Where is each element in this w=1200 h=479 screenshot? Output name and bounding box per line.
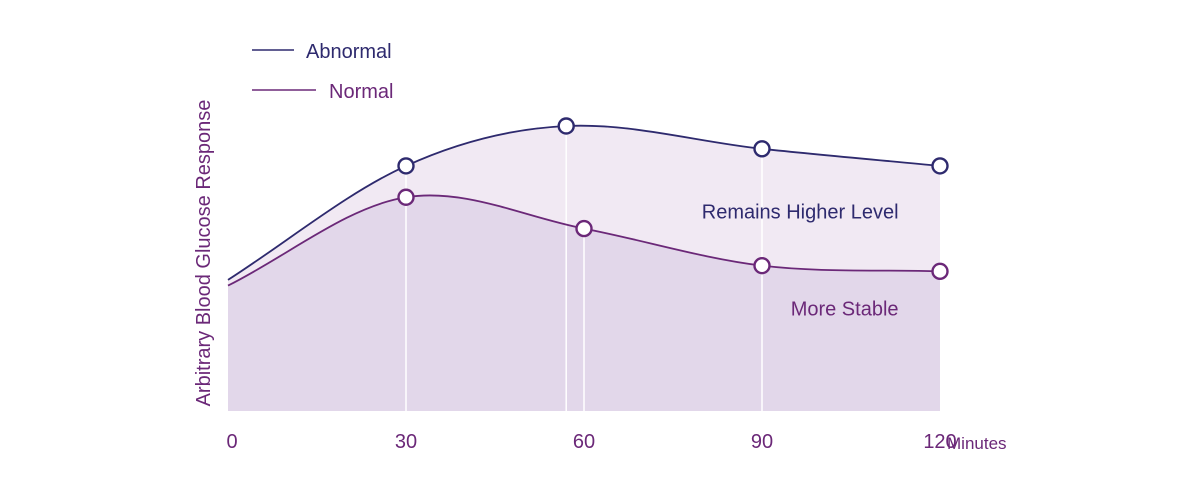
series-markers [397,117,949,281]
annotations: Remains Higher Level More Stable [702,202,899,321]
marker-normal-30 [397,188,415,206]
x-tick-60: 60 [573,431,595,453]
marker-abnormal-30 [397,157,415,175]
y-axis-label: Arbitrary Blood Glucose Response [193,100,215,407]
marker-abnormal-120 [931,157,949,175]
vertical-guides [405,134,763,411]
x-tick-30: 30 [395,431,417,453]
marker-abnormal-90 [753,140,771,158]
annotation-remains-higher-level: Remains Higher Level [702,202,899,224]
x-axis-label: Minutes [947,434,1007,453]
x-tick-120: 120 [923,431,956,453]
annotation-more-stable: More Stable [791,298,899,320]
marker-normal-90 [753,256,771,275]
x-axis-ticks: 0 30 60 90 120 [226,431,956,453]
legend: Abnormal Normal [252,41,393,103]
legend-label-normal: Normal [329,81,393,103]
x-tick-90: 90 [751,431,773,453]
marker-normal-120 [931,262,949,281]
marker-normal-60 [575,219,593,238]
legend-label-abnormal: Abnormal [306,41,392,63]
x-tick-0: 0 [226,431,237,453]
marker-abnormal-57 [557,117,575,135]
